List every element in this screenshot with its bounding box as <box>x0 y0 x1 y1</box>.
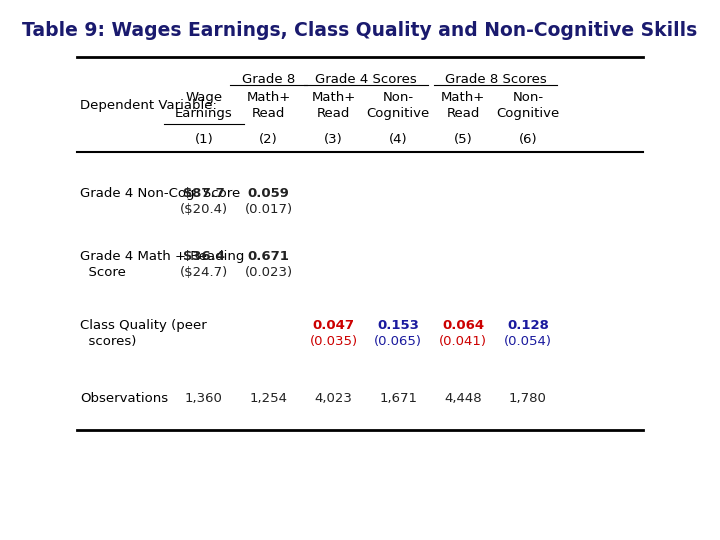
Text: Table 9: Wages Earnings, Class Quality and Non-Cognitive Skills: Table 9: Wages Earnings, Class Quality a… <box>22 21 698 40</box>
Text: (0.035): (0.035) <box>310 334 358 348</box>
Text: 0.064: 0.064 <box>442 319 484 332</box>
Text: 0.047: 0.047 <box>312 319 354 332</box>
Text: 1,360: 1,360 <box>185 393 223 406</box>
Text: $87.7: $87.7 <box>183 187 225 200</box>
Text: scores): scores) <box>81 334 137 348</box>
Text: (0.054): (0.054) <box>504 334 552 348</box>
Text: (1): (1) <box>194 133 213 146</box>
Text: ($20.4): ($20.4) <box>180 203 228 216</box>
Text: Class Quality (peer: Class Quality (peer <box>81 319 207 332</box>
Text: (0.023): (0.023) <box>245 266 293 279</box>
Text: Grade 8 Scores: Grade 8 Scores <box>444 73 546 86</box>
Text: Grade 4 Math + Reading: Grade 4 Math + Reading <box>81 251 245 264</box>
Text: Grade 8: Grade 8 <box>242 73 295 86</box>
Text: Score: Score <box>81 266 126 279</box>
Text: (5): (5) <box>454 133 472 146</box>
Text: Grade 4 Non-Cog. Score: Grade 4 Non-Cog. Score <box>81 187 240 200</box>
Text: 4,448: 4,448 <box>444 393 482 406</box>
Text: $36.4: $36.4 <box>183 251 225 264</box>
Text: Math+
Read: Math+ Read <box>247 91 291 120</box>
Text: Math+
Read: Math+ Read <box>441 91 485 120</box>
Text: 1,780: 1,780 <box>509 393 546 406</box>
Text: (0.065): (0.065) <box>374 334 422 348</box>
Text: 4,023: 4,023 <box>315 393 352 406</box>
Text: (0.017): (0.017) <box>245 203 293 216</box>
Text: 0.128: 0.128 <box>507 319 549 332</box>
Text: Math+
Read: Math+ Read <box>311 91 356 120</box>
Text: Dependent Variable:: Dependent Variable: <box>81 99 217 112</box>
Text: ($24.7): ($24.7) <box>180 266 228 279</box>
Text: (3): (3) <box>324 133 343 146</box>
Text: 1,671: 1,671 <box>379 393 418 406</box>
Text: Grade 4 Scores: Grade 4 Scores <box>315 73 417 86</box>
Text: 0.059: 0.059 <box>248 187 289 200</box>
Text: Observations: Observations <box>81 393 168 406</box>
Text: (6): (6) <box>518 133 537 146</box>
Text: 0.153: 0.153 <box>377 319 419 332</box>
Text: (4): (4) <box>389 133 408 146</box>
Text: Non-
Cognitive: Non- Cognitive <box>496 91 559 120</box>
Text: 1,254: 1,254 <box>250 393 288 406</box>
Text: 0.671: 0.671 <box>248 251 289 264</box>
Text: (0.041): (0.041) <box>439 334 487 348</box>
Text: Non-
Cognitive: Non- Cognitive <box>366 91 430 120</box>
Text: Wage
Earnings: Wage Earnings <box>175 91 233 120</box>
Text: (2): (2) <box>259 133 278 146</box>
